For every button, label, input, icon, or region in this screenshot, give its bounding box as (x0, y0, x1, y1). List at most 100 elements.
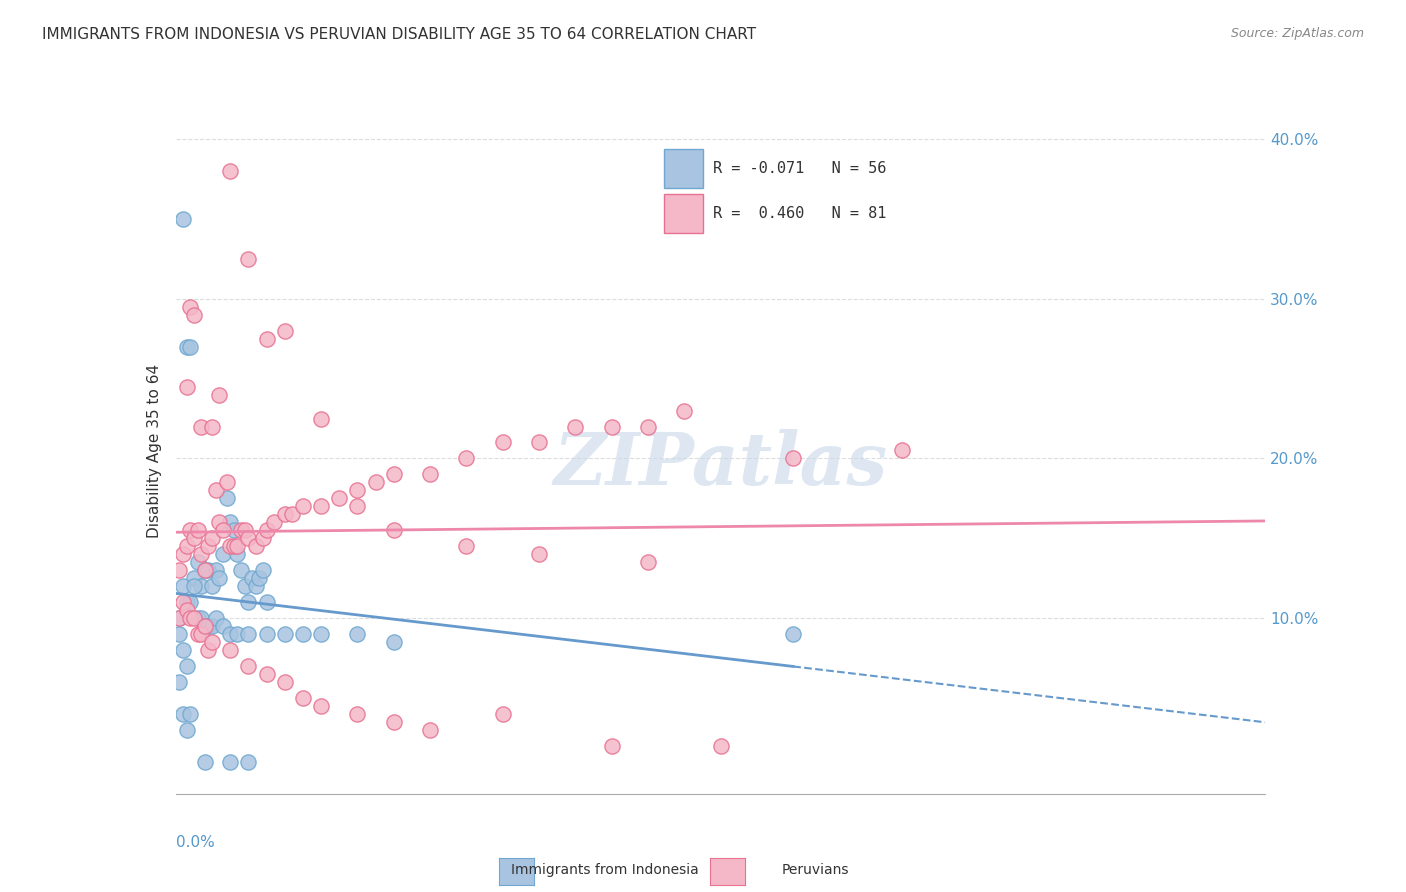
Point (208, 387, 231, 401)
Point (364, 475, 387, 490)
Point (201, 619, 224, 633)
Point (201, 635, 224, 649)
Point (382, 714, 405, 729)
Point (176, 340, 198, 354)
Point (673, 403, 696, 417)
Point (256, 627, 278, 641)
Text: ZIPatlas: ZIPatlas (554, 429, 887, 500)
Point (219, 643, 242, 657)
Point (186, 555, 209, 569)
Point (169, 627, 191, 641)
Point (176, 723, 198, 737)
Y-axis label: Disability Age 35 to 64: Disability Age 35 to 64 (146, 363, 162, 538)
Point (226, 539, 249, 553)
Point (291, 691, 314, 706)
Point (172, 706, 194, 721)
Point (419, 467, 441, 482)
Point (190, 579, 212, 593)
Point (169, 563, 191, 577)
Point (194, 563, 217, 577)
Point (222, 539, 245, 553)
Point (215, 491, 238, 506)
Point (226, 627, 249, 641)
Point (291, 627, 314, 641)
Point (172, 595, 194, 609)
Point (263, 516, 285, 530)
Point (190, 611, 212, 625)
Point (172, 211, 194, 226)
Point (212, 619, 235, 633)
Point (274, 324, 297, 338)
Point (252, 563, 274, 577)
Point (782, 451, 804, 466)
Point (346, 627, 368, 641)
Point (219, 627, 242, 641)
Point (233, 579, 256, 593)
Point (309, 411, 332, 425)
Point (245, 539, 267, 553)
Point (208, 516, 231, 530)
Point (245, 579, 267, 593)
Point (240, 571, 263, 585)
Point (201, 531, 224, 545)
Point (564, 419, 586, 434)
Text: Peruvians: Peruvians (782, 863, 849, 877)
Point (600, 739, 623, 753)
Point (492, 706, 515, 721)
Point (247, 571, 270, 585)
Point (212, 547, 235, 561)
Point (219, 516, 242, 530)
Point (231, 524, 253, 538)
Point (238, 659, 260, 673)
Point (309, 699, 332, 714)
Point (183, 308, 205, 322)
Text: Immigrants from Indonesia: Immigrants from Indonesia (510, 863, 699, 877)
Point (238, 627, 260, 641)
Point (194, 619, 217, 633)
Point (179, 706, 201, 721)
Point (456, 451, 478, 466)
Point (197, 563, 219, 577)
Point (274, 627, 297, 641)
Point (190, 419, 212, 434)
Point (891, 443, 914, 458)
Point (256, 595, 278, 609)
Point (219, 539, 242, 553)
Point (637, 555, 659, 569)
Point (233, 524, 256, 538)
Point (197, 619, 219, 633)
Point (212, 524, 235, 538)
Point (176, 659, 198, 673)
Point (346, 483, 368, 498)
Point (176, 539, 198, 553)
Point (382, 524, 405, 538)
Point (238, 755, 260, 769)
Point (179, 340, 201, 354)
Point (231, 563, 253, 577)
Point (527, 435, 550, 450)
Point (309, 500, 332, 514)
Point (172, 643, 194, 657)
Point (186, 611, 209, 625)
Point (204, 563, 226, 577)
Point (176, 595, 198, 609)
Point (782, 627, 804, 641)
Point (222, 524, 245, 538)
Point (172, 579, 194, 593)
Text: 0.0%: 0.0% (176, 835, 215, 850)
Point (226, 547, 249, 561)
Point (194, 563, 217, 577)
Point (194, 755, 217, 769)
Point (291, 500, 314, 514)
Point (176, 603, 198, 617)
Point (190, 627, 212, 641)
Point (169, 611, 191, 625)
Text: IMMIGRANTS FROM INDONESIA VS PERUVIAN DISABILITY AGE 35 TO 64 CORRELATION CHART: IMMIGRANTS FROM INDONESIA VS PERUVIAN DI… (42, 27, 756, 42)
Point (179, 595, 201, 609)
Point (256, 524, 278, 538)
Point (419, 723, 441, 737)
Point (637, 419, 659, 434)
Point (194, 619, 217, 633)
Point (328, 491, 350, 506)
Point (179, 300, 201, 314)
